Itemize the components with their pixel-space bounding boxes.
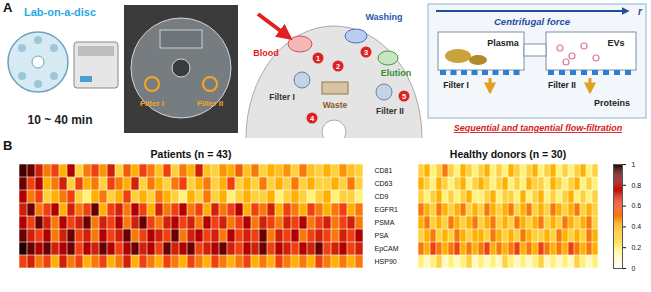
svg-text:0.4: 0.4 xyxy=(632,223,642,230)
svg-text:Lab-on-a-disc: Lab-on-a-disc xyxy=(24,6,96,18)
svg-text:Plasma: Plasma xyxy=(487,38,520,48)
svg-text:Filter I: Filter I xyxy=(269,92,295,102)
svg-text:2: 2 xyxy=(336,62,340,71)
svg-text:0.6: 0.6 xyxy=(632,202,642,209)
svg-text:1: 1 xyxy=(632,161,636,168)
svg-text:EGFR1: EGFR1 xyxy=(375,206,398,213)
svg-text:Sequential and tangential flow: Sequential and tangential flow-filtratio… xyxy=(454,123,623,133)
html-text:Patients (n = 43): Patients (n = 43) xyxy=(150,148,232,160)
svg-text:3: 3 xyxy=(364,48,368,57)
svg-text:Blood: Blood xyxy=(253,48,279,58)
svg-text:Filter I: Filter I xyxy=(443,80,469,90)
svg-text:r: r xyxy=(638,6,643,17)
svg-text:1: 1 xyxy=(316,54,320,63)
svg-text:0.2: 0.2 xyxy=(632,244,642,251)
svg-text:Filter I: Filter I xyxy=(140,99,164,108)
svg-text:PSA: PSA xyxy=(375,232,389,239)
svg-text:HSP90: HSP90 xyxy=(375,258,397,265)
svg-text:0: 0 xyxy=(632,265,636,272)
svg-text:Filter II: Filter II xyxy=(197,99,223,108)
svg-text:CD63: CD63 xyxy=(375,180,393,187)
svg-text:Centrifugal force: Centrifugal force xyxy=(494,16,571,27)
svg-text:Elution: Elution xyxy=(381,68,412,78)
html-text:B: B xyxy=(3,138,13,153)
svg-text:Proteins: Proteins xyxy=(594,98,630,108)
svg-text:CD9: CD9 xyxy=(375,193,389,200)
html-text:Healthy donors (n = 30): Healthy donors (n = 30) xyxy=(449,148,567,160)
svg-text:A: A xyxy=(3,0,13,15)
svg-text:PSMA: PSMA xyxy=(375,219,395,226)
svg-text:EVs: EVs xyxy=(607,38,624,48)
svg-text:Filter II: Filter II xyxy=(548,80,576,90)
svg-text:0.8: 0.8 xyxy=(632,182,642,189)
svg-text:4: 4 xyxy=(310,114,315,123)
svg-text:EpCAM: EpCAM xyxy=(375,245,399,253)
svg-text:CD81: CD81 xyxy=(375,167,393,174)
svg-text:5: 5 xyxy=(402,92,406,101)
svg-text:Waste: Waste xyxy=(323,100,348,110)
svg-text:Washing: Washing xyxy=(365,12,402,22)
svg-text:Filter II: Filter II xyxy=(376,106,404,116)
svg-text:10 ~ 40 min: 10 ~ 40 min xyxy=(27,113,92,127)
